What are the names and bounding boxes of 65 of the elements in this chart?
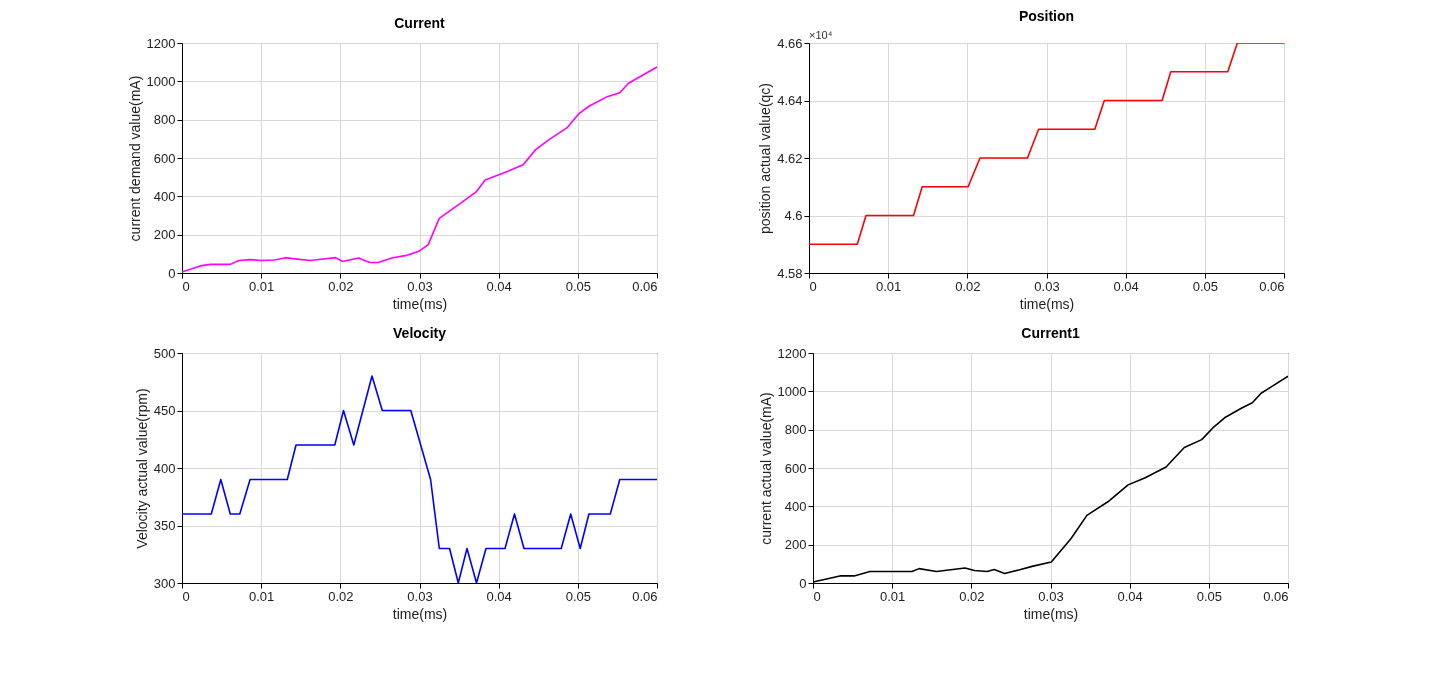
- y-axis-title: current demand value(mA): [126, 75, 143, 242]
- x-tick-label: 0.02: [328, 278, 354, 294]
- x-tick-label: 0.02: [328, 588, 354, 604]
- y-tick-label: 1000: [146, 73, 176, 89]
- y-tick-label: 800: [784, 422, 807, 438]
- chart-title: Current: [394, 15, 446, 31]
- y-tick-label: 1200: [777, 345, 807, 361]
- x-axis-title: time(ms): [392, 295, 448, 312]
- x-tick-label: 0.06: [632, 588, 658, 604]
- y-tick-label: 800: [153, 112, 176, 128]
- y-axis-title: Velocity actual value(rpm): [133, 388, 150, 549]
- x-tick-label: 0.06: [1259, 278, 1285, 294]
- x-tick-label: 0.05: [565, 278, 591, 294]
- y-tick-label: 0: [799, 575, 807, 591]
- x-axis-title: time(ms): [1023, 605, 1079, 622]
- x-tick-label: 0: [813, 588, 821, 604]
- x-tick-label: 0.02: [955, 278, 981, 294]
- y-axis-title: position actual value(qc): [757, 83, 774, 234]
- x-tick-label: 0.03: [407, 278, 433, 294]
- y-tick-label: 300: [153, 575, 176, 591]
- y-tick-label: 600: [153, 150, 176, 166]
- x-tick-label: 0.06: [632, 278, 658, 294]
- x-tick-label: 0: [182, 278, 190, 294]
- x-axis-title: time(ms): [392, 605, 448, 622]
- chart-title: Velocity: [393, 325, 447, 341]
- x-tick-label: 0: [182, 588, 190, 604]
- x-tick-label: 0.05: [565, 588, 591, 604]
- y-tick-label: 0: [168, 265, 176, 281]
- x-tick-label: 0.05: [1196, 588, 1222, 604]
- y-tick-label: 4.64: [777, 93, 803, 108]
- x-tick-label: 0: [809, 278, 817, 294]
- x-tick-label: 0.03: [1034, 278, 1060, 294]
- x-tick-label: 0.04: [1113, 278, 1139, 294]
- y-tick-label: 1000: [777, 383, 807, 399]
- x-tick-label: 0.02: [959, 588, 985, 604]
- x-tick-label: 0.01: [249, 278, 275, 294]
- x-tick-label: 0.01: [876, 278, 902, 294]
- x-tick-label: 0.06: [1263, 588, 1289, 604]
- y-tick-label: 450: [153, 403, 176, 418]
- y-tick-label: 400: [153, 188, 176, 204]
- y-tick-label: 200: [153, 227, 176, 243]
- x-tick-label: 0.01: [880, 588, 906, 604]
- y-tick-label: 500: [153, 345, 176, 361]
- y-tick-label: 4.58: [777, 265, 803, 281]
- x-tick-label: 0.03: [1038, 588, 1064, 604]
- x-tick-label: 0.03: [407, 588, 433, 604]
- y-tick-label: 350: [153, 518, 176, 533]
- x-tick-label: 0.04: [486, 588, 512, 604]
- y-tick-label: 4.6: [784, 208, 803, 223]
- x-axis-title: time(ms): [1019, 295, 1075, 312]
- y-tick-label: 200: [784, 537, 807, 553]
- y-tick-label: 600: [784, 460, 807, 476]
- x-tick-label: 0.01: [249, 588, 275, 604]
- x-tick-label: 0.05: [1192, 278, 1218, 294]
- text: ×10⁴: [809, 29, 833, 41]
- chart-title: Current1: [1021, 325, 1080, 341]
- x-tick-label: 0.04: [486, 278, 512, 294]
- chart-title: Position: [1018, 8, 1075, 24]
- y-axis-title: current actual value(mA): [757, 392, 774, 545]
- y-tick-label: 4.62: [777, 150, 803, 166]
- y-tick-label: 400: [153, 460, 176, 476]
- y-tick-label: 400: [784, 498, 807, 514]
- y-tick-label: 1200: [146, 35, 176, 51]
- y-tick-label: 4.66: [777, 35, 803, 51]
- x-tick-label: 0.04: [1117, 588, 1143, 604]
